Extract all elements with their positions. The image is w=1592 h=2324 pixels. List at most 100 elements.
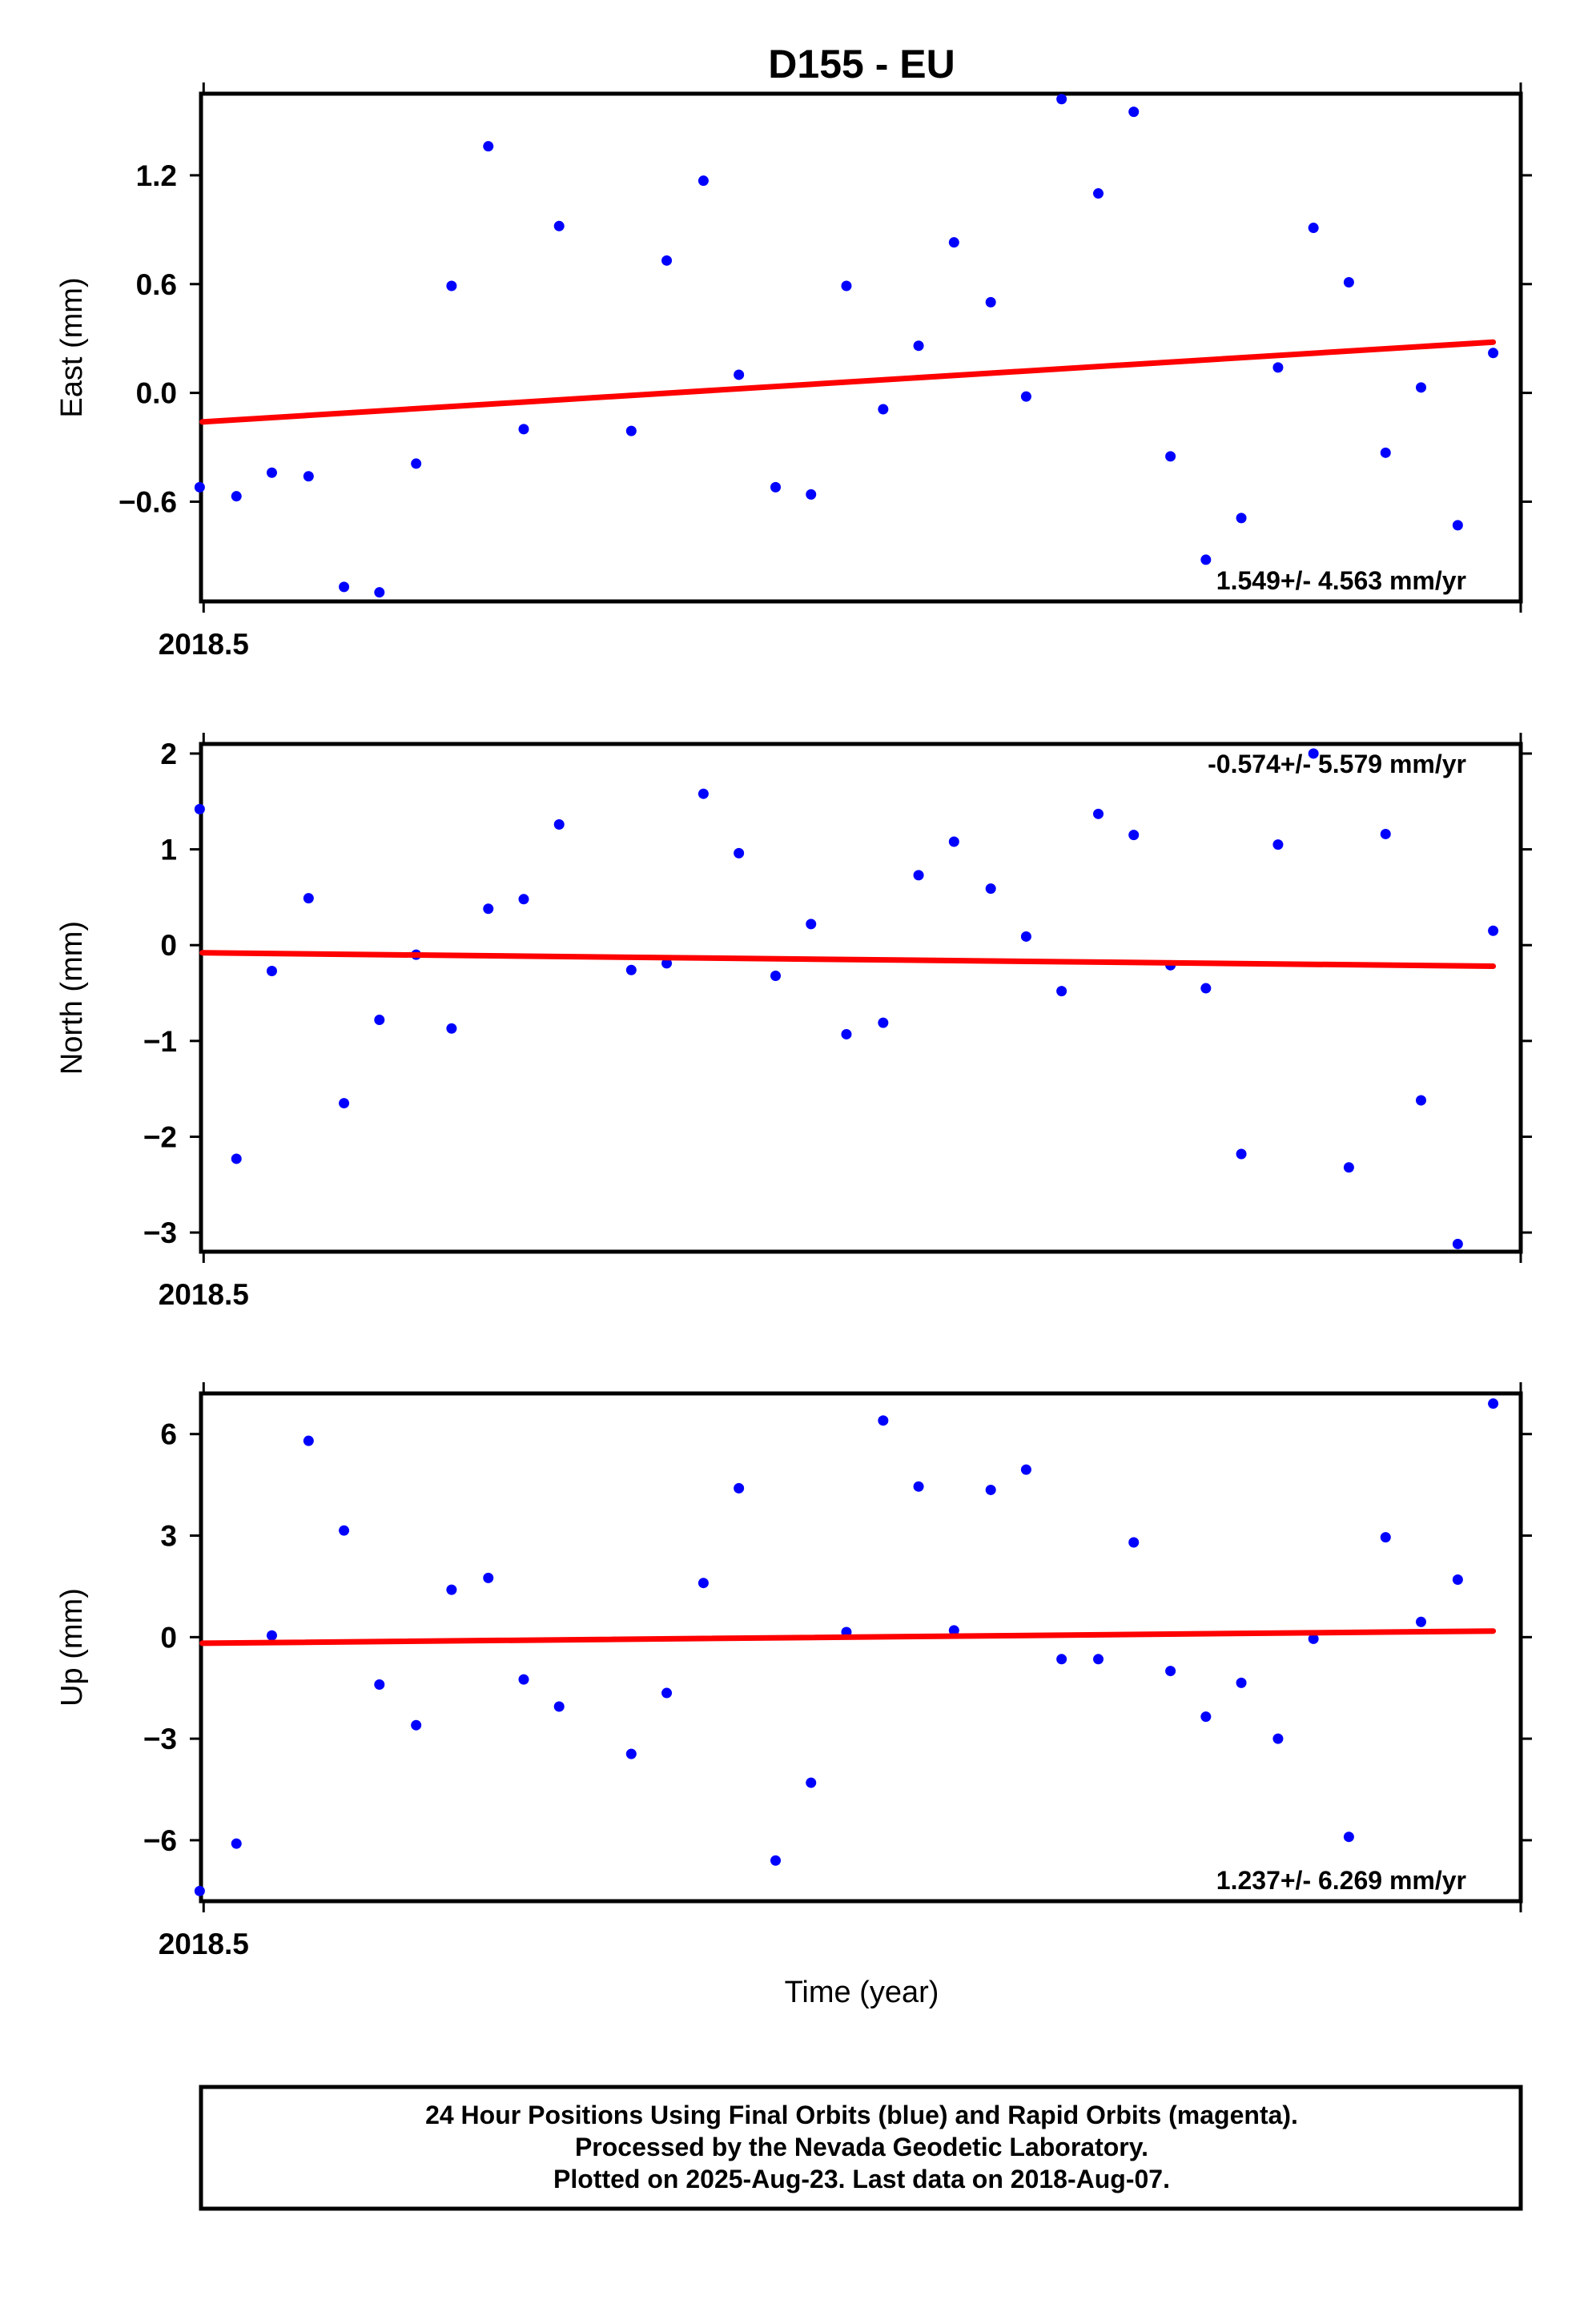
east-data-point [770, 481, 782, 493]
north-trend-line [199, 950, 1497, 970]
north-data-point [1488, 925, 1499, 936]
north-frame [199, 742, 1523, 1254]
east-ytick-label: 0.6 [136, 268, 177, 301]
north-data-point [1343, 1162, 1354, 1173]
east-data-point [1200, 554, 1212, 565]
north-ytick-label: −2 [143, 1120, 177, 1153]
up-data-point [411, 1719, 422, 1731]
east-data-point [231, 491, 242, 502]
up-data-point [1020, 1464, 1031, 1475]
east-data-point [1165, 451, 1176, 462]
east-data-point [878, 404, 889, 415]
up-data-point [661, 1687, 673, 1699]
up-data-point [625, 1748, 637, 1759]
north-ytick-label: 0 [160, 929, 177, 962]
up-data-point [1200, 1711, 1212, 1723]
north-data-point [878, 1017, 889, 1028]
up-data-point [1272, 1733, 1284, 1744]
up-data-point [1380, 1532, 1391, 1543]
footer-line-1: 24 Hour Positions Using Final Orbits (bl… [425, 2101, 1298, 2129]
chart-title: D155 - EU [768, 42, 955, 86]
north-ytick-label: 1 [160, 834, 177, 866]
east-y-axis-label: East (mm) [55, 277, 89, 417]
north-data-point [698, 788, 709, 799]
up-data-point [948, 1625, 959, 1636]
up-data-point [553, 1701, 565, 1712]
north-data-point [1452, 1238, 1463, 1249]
up-panel: −6 −3 0 3 6 2018.5 Up (mm) 1.237+/- 6.269 mm/yr [55, 1382, 1532, 1960]
north-panel: −3 −2 −1 0 1 2 2018.5 North (mm) -0.574+/- 5.579… [55, 733, 1532, 1311]
east-data-point [913, 340, 924, 352]
up-data-point [1165, 1666, 1176, 1677]
east-data-point [1308, 223, 1319, 234]
east-data-point [661, 255, 673, 266]
up-ytick-label: 3 [160, 1520, 177, 1553]
north-data-point [1056, 986, 1067, 997]
north-data-point [661, 958, 673, 969]
east-data-point [806, 489, 817, 500]
east-data-point [483, 141, 494, 152]
east-data-point [411, 458, 422, 469]
north-ytick-label: 2 [160, 738, 177, 770]
east-ytick-label: −0.6 [119, 485, 177, 518]
up-trend-line [199, 1628, 1497, 1647]
east-data-point [339, 581, 350, 593]
north-data-point [841, 1028, 852, 1039]
up-data-point [1452, 1574, 1463, 1585]
north-data-point [806, 919, 817, 930]
north-data-point [446, 1023, 457, 1034]
north-rate-label: -0.574+/- 5.579 mm/yr [1208, 750, 1466, 778]
up-data-point [1488, 1398, 1499, 1409]
east-trend-line [199, 339, 1497, 425]
north-data-point [985, 883, 996, 895]
up-data-point [483, 1572, 494, 1583]
up-data-point [770, 1855, 782, 1866]
north-data-point [913, 870, 924, 881]
north-xtick-label: 2018.5 [159, 1278, 249, 1311]
east-data-point [1380, 447, 1391, 458]
north-data-point [374, 1015, 385, 1026]
north-data-point [1380, 828, 1391, 839]
east-data-point [1236, 513, 1247, 524]
footer-line-2: Processed by the Nevada Geodetic Laborat… [575, 2133, 1148, 2161]
north-y-axis-label: North (mm) [55, 921, 89, 1075]
north-data-point [734, 847, 745, 858]
east-data-point [1128, 107, 1140, 118]
up-data-point [698, 1578, 709, 1589]
footer-line-3: Plotted on 2025-Aug-23. Last data on 201… [553, 2165, 1170, 2193]
up-data-point [446, 1584, 457, 1595]
north-data-point [1200, 983, 1212, 994]
east-ytick-label: 0.0 [136, 377, 177, 410]
up-data-point [1236, 1677, 1247, 1688]
north-ytick-label: −1 [143, 1025, 177, 1058]
up-data-point [374, 1679, 385, 1690]
up-data-point [303, 1435, 314, 1446]
east-data-point [985, 296, 996, 308]
north-data-point [1236, 1148, 1247, 1160]
east-data-point [194, 481, 205, 493]
north-data-point [1415, 1095, 1426, 1106]
east-panel: −0.6 0.0 0.6 1.2 2018.5 East (mm) 1.549+/- 4.5… [55, 82, 1532, 661]
up-data-point [913, 1481, 924, 1492]
east-data-point [1272, 362, 1284, 373]
east-data-point [625, 425, 637, 436]
up-data-point [734, 1482, 745, 1494]
up-data-point [1093, 1654, 1104, 1665]
up-ytick-label: 6 [160, 1418, 177, 1451]
up-data-point [194, 1885, 205, 1896]
up-data-point [1308, 1633, 1319, 1644]
east-xtick-label: 2018.5 [159, 628, 249, 661]
north-data-point [231, 1153, 242, 1164]
up-data-point [878, 1415, 889, 1426]
east-data-point [841, 280, 852, 292]
north-data-point [194, 803, 205, 814]
up-data-point [985, 1484, 996, 1495]
x-axis-label: Time (year) [785, 1976, 939, 2009]
north-data-point [553, 818, 565, 830]
up-data-point [266, 1630, 277, 1641]
east-data-point [1093, 188, 1104, 199]
north-data-point [625, 964, 637, 975]
east-data-point [553, 220, 565, 231]
east-data-point [734, 369, 745, 380]
